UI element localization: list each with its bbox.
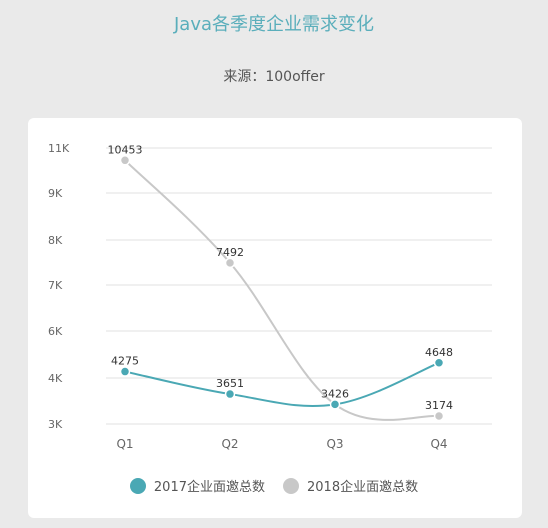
legend-label-2018: 2018企业面邀总数 bbox=[307, 480, 419, 495]
y-tick-label: 11K bbox=[48, 142, 70, 155]
data-point-2018 bbox=[433, 410, 445, 422]
series-line-2017 bbox=[124, 361, 440, 408]
legend-item-2018[interactable]: 2018企业面邀总数 bbox=[283, 476, 418, 495]
x-tick-label: Q1 bbox=[116, 437, 133, 451]
data-point-2018 bbox=[119, 155, 131, 166]
y-tick-label: 6K bbox=[48, 325, 63, 338]
legend-item-2017[interactable]: 2017企业面邀总数 bbox=[129, 476, 265, 495]
data-point-2017 bbox=[224, 388, 236, 400]
data-label-2018: 10453 bbox=[108, 143, 143, 156]
data-point-2018 bbox=[224, 257, 236, 269]
data-label-2017: 4648 bbox=[425, 346, 453, 359]
chart-card bbox=[28, 118, 522, 518]
y-tick-label: 4K bbox=[48, 372, 63, 385]
y-tick-label: 8K bbox=[48, 234, 63, 247]
legend-marker-2017 bbox=[129, 477, 146, 494]
data-point-2017 bbox=[329, 399, 341, 410]
data-point-2017 bbox=[119, 366, 131, 377]
data-point-2017 bbox=[433, 357, 445, 369]
legend-label-2017: 2017企业面邀总数 bbox=[153, 480, 265, 495]
data-label-2017: 3651 bbox=[216, 377, 244, 390]
data-label-2018: 7492 bbox=[216, 246, 244, 259]
data-label-2018: 3174 bbox=[425, 399, 453, 412]
legend-marker-2018 bbox=[283, 477, 299, 494]
x-tick-label: Q4 bbox=[430, 437, 447, 451]
data-label-2018: 3426 bbox=[321, 387, 349, 400]
series-line-2018 bbox=[124, 159, 440, 421]
y-tick-label: 9K bbox=[48, 187, 63, 200]
x-tick-label: Q2 bbox=[221, 437, 238, 451]
chart-title: Java各季度企业需求变化 bbox=[173, 14, 375, 35]
y-tick-label: 3K bbox=[48, 418, 63, 431]
x-tick-label: Q3 bbox=[326, 437, 343, 451]
data-label-2017: 4275 bbox=[111, 355, 139, 368]
chart-source: 来源：100offer bbox=[223, 69, 325, 85]
legend: 2017企业面邀总数 2018企业面邀总数 bbox=[0, 476, 548, 495]
y-tick-label: 7K bbox=[48, 279, 63, 292]
